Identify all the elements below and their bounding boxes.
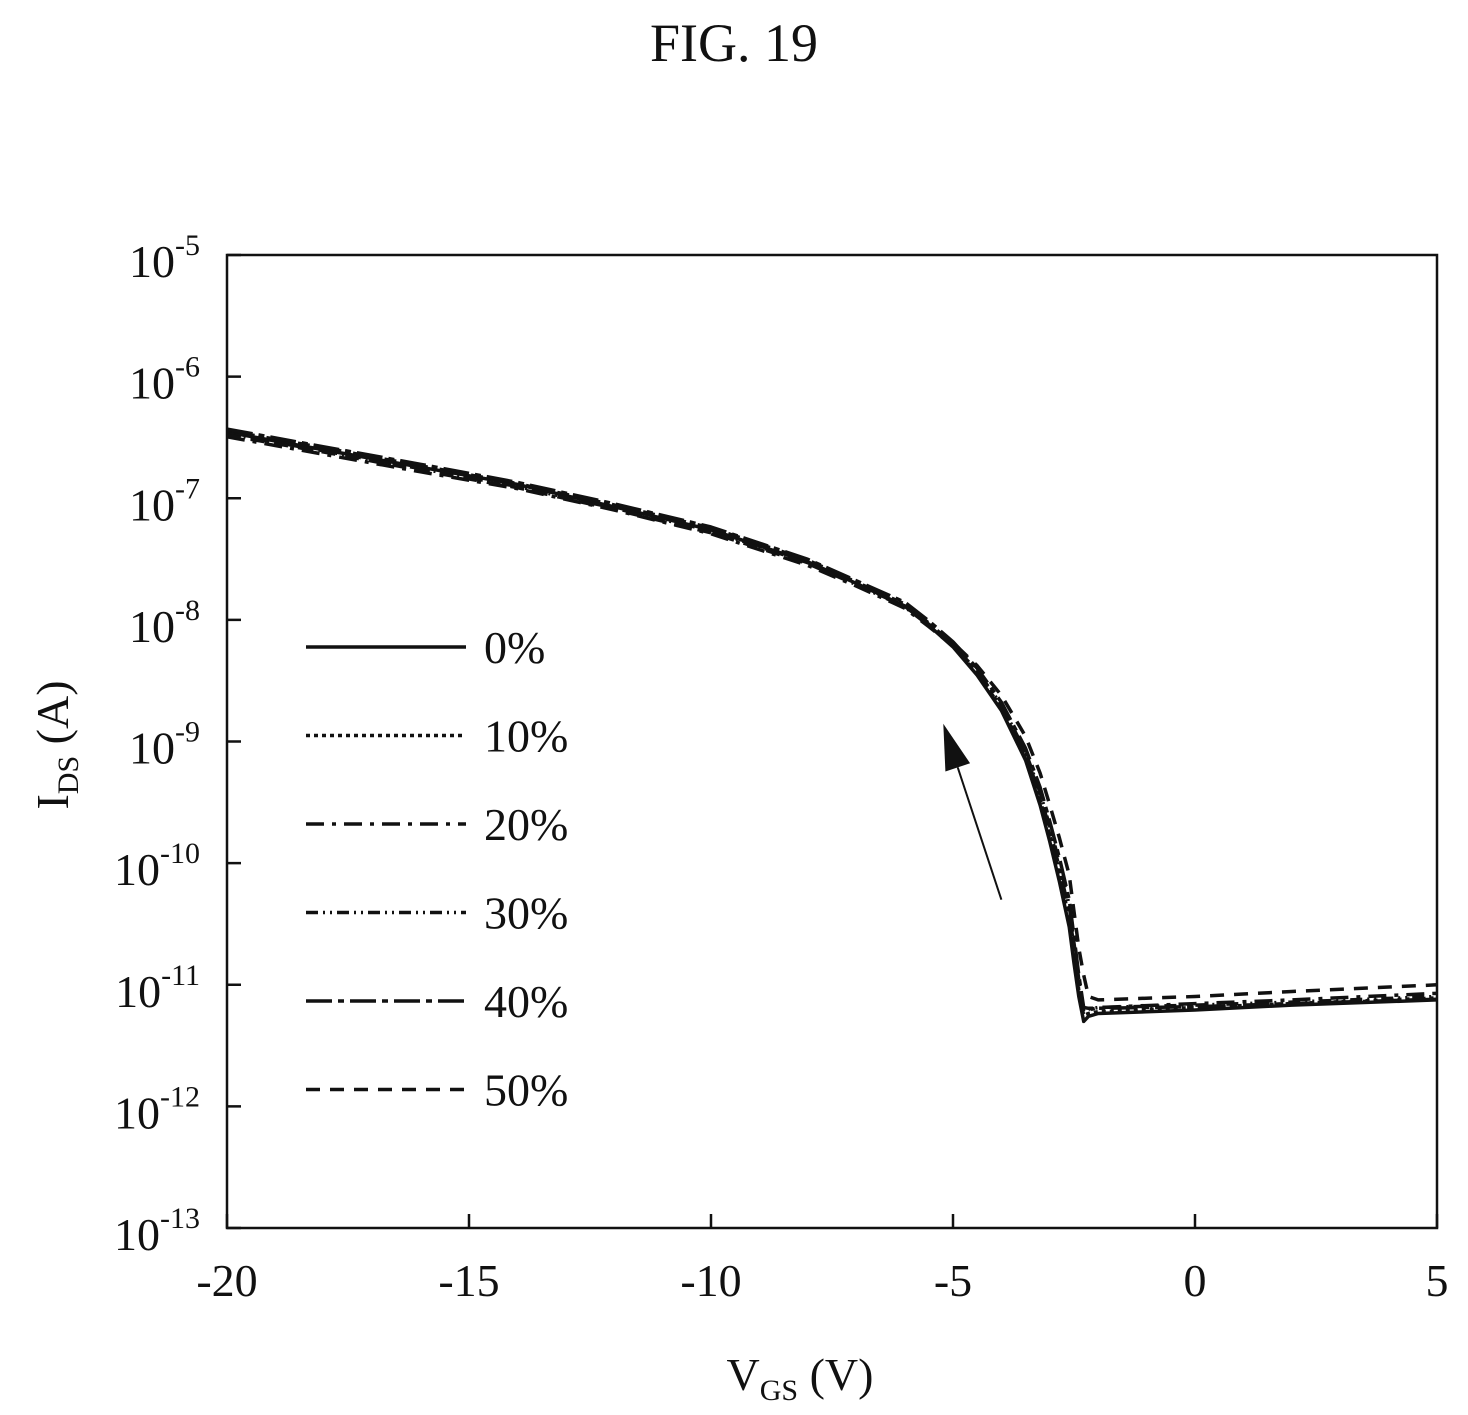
y-axis-label: IDS (A) bbox=[27, 680, 85, 809]
y-tick-exponent: -5 bbox=[175, 229, 200, 262]
y-tick-label: 10-12 bbox=[114, 1080, 200, 1138]
x-axis-label-sub: GS bbox=[760, 1374, 798, 1407]
y-tick-base: 10 bbox=[114, 844, 160, 895]
y-tick-base: 10 bbox=[129, 479, 175, 530]
y-tick-label: 10-5 bbox=[129, 229, 200, 287]
x-tick-label: -10 bbox=[680, 1255, 741, 1306]
legend-label-1: 10% bbox=[484, 711, 568, 762]
y-tick-exponent: -7 bbox=[175, 472, 200, 505]
legend-label-0: 0% bbox=[484, 622, 545, 673]
arrow-shaft bbox=[956, 767, 1003, 901]
y-tick-exponent: -11 bbox=[161, 959, 200, 992]
y-axis-label-main: I bbox=[27, 794, 78, 809]
legend-label-5: 50% bbox=[484, 1065, 568, 1116]
series-line-5 bbox=[226, 433, 1438, 1002]
x-axis-label: VGS (V) bbox=[727, 1349, 874, 1407]
series-line-2 bbox=[226, 435, 1438, 1014]
y-tick-exponent: -8 bbox=[175, 594, 200, 627]
y-tick-base: 10 bbox=[129, 236, 175, 287]
legend-label-2: 20% bbox=[484, 799, 568, 850]
y-tick-exponent: -13 bbox=[160, 1202, 200, 1235]
y-tick-exponent: -12 bbox=[160, 1080, 200, 1113]
y-tick-label: 10-7 bbox=[129, 472, 200, 530]
y-axis-label-sub: DS bbox=[52, 756, 85, 794]
figure-title: FIG. 19 bbox=[649, 13, 818, 73]
series-line-0 bbox=[226, 430, 1438, 1024]
y-tick-base: 10 bbox=[129, 601, 175, 652]
y-tick-exponent: -10 bbox=[160, 837, 200, 870]
series-lines bbox=[226, 427, 1438, 1024]
arrow-head bbox=[943, 723, 971, 772]
legend: 0% 10% 20% 30% 40% 50% bbox=[306, 622, 568, 1116]
series-line-3 bbox=[226, 431, 1438, 1012]
y-tick-exponent: -6 bbox=[175, 351, 200, 384]
x-axis-label-unit: (V) bbox=[798, 1349, 873, 1400]
y-tick-label: 10-8 bbox=[129, 594, 200, 652]
y-tick-label: 10-13 bbox=[114, 1202, 200, 1260]
y-tick-label: 10-6 bbox=[129, 351, 200, 409]
x-tick-label: 0 bbox=[1184, 1255, 1207, 1306]
y-tick-label: 10-9 bbox=[129, 716, 200, 774]
legend-label-3: 30% bbox=[484, 888, 568, 939]
y-axis-label-unit: (A) bbox=[27, 680, 78, 755]
x-axis-label-main: V bbox=[727, 1349, 760, 1400]
x-tick-label: 5 bbox=[1426, 1255, 1449, 1306]
x-tick-label: -20 bbox=[196, 1255, 257, 1306]
y-tick-base: 10 bbox=[114, 1209, 160, 1260]
series-line-1 bbox=[226, 428, 1438, 1018]
y-tick-exponent: -9 bbox=[175, 716, 200, 749]
y-tick-label: 10-10 bbox=[114, 837, 200, 895]
direction-arrow bbox=[943, 723, 1003, 901]
plot-frame bbox=[225, 253, 1439, 1230]
x-axis-ticks: -20 -15 -10 -5 0 5 bbox=[196, 1214, 1449, 1306]
y-tick-base: 10 bbox=[129, 358, 175, 409]
legend-label-4: 40% bbox=[484, 976, 568, 1027]
x-tick-label: -5 bbox=[934, 1255, 972, 1306]
y-tick-base: 10 bbox=[114, 1087, 160, 1138]
series-line-4 bbox=[226, 427, 1438, 1011]
y-tick-base: 10 bbox=[115, 966, 161, 1017]
y-tick-base: 10 bbox=[129, 723, 175, 774]
y-tick-label: 10-11 bbox=[115, 959, 200, 1017]
x-tick-label: -15 bbox=[438, 1255, 499, 1306]
